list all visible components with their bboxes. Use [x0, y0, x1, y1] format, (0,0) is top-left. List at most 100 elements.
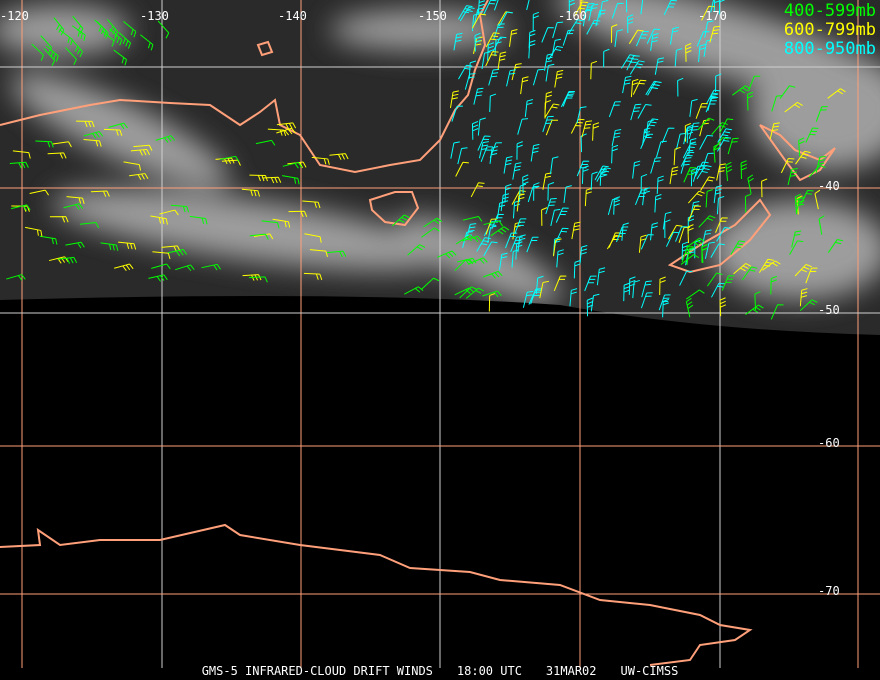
wind-barb: [249, 174, 268, 182]
wind-barb: [711, 122, 728, 136]
wind-barb: [511, 63, 522, 81]
wind-barb: [522, 290, 534, 308]
wind-barb: [632, 279, 640, 299]
wind-barb: [512, 162, 522, 180]
wind-barb: [43, 48, 56, 66]
wind-barb: [697, 117, 715, 131]
wind-barb: [159, 209, 179, 216]
wind-barb: [599, 0, 609, 18]
wind-barb: [545, 63, 555, 82]
wind-barb: [10, 204, 31, 211]
wind-barb: [72, 15, 84, 35]
new-zealand-south: [667, 198, 772, 274]
wind-barb: [498, 252, 508, 271]
wind-barb: [476, 237, 491, 252]
wind-barb: [94, 19, 107, 37]
wind-barb: [795, 150, 811, 165]
wind-barb: [673, 146, 681, 166]
wind-barb: [798, 137, 805, 157]
lat-label: -70: [818, 584, 840, 598]
wind-barb: [533, 182, 540, 201]
wind-barb: [517, 234, 526, 253]
wind-barb: [473, 87, 484, 105]
wind-barb: [771, 95, 783, 112]
wind-barb: [9, 161, 29, 169]
lon-label: -130: [140, 9, 169, 23]
wind-barb: [471, 120, 479, 140]
wind-barb: [700, 176, 715, 191]
wind-barb: [669, 26, 679, 45]
wind-barb: [407, 244, 426, 256]
wind-barb: [474, 32, 481, 52]
wind-barb: [482, 290, 502, 298]
wind-barb: [703, 39, 713, 57]
wind-barb: [616, 226, 629, 243]
wind-barb: [707, 272, 723, 287]
wind-barb: [550, 156, 559, 175]
tasmania-coastline: [368, 191, 420, 227]
wind-barb: [528, 40, 536, 59]
wind-barb: [221, 159, 241, 166]
wind-barb: [175, 264, 195, 271]
wind-barb: [489, 93, 497, 113]
wind-barb: [255, 139, 276, 146]
wind-barb: [741, 266, 758, 281]
wind-barb: [732, 85, 751, 96]
wind-barb: [664, 219, 671, 239]
wind-barb: [704, 241, 715, 259]
wind-barb: [508, 29, 518, 47]
wind-barb: [654, 57, 665, 75]
wind-barb: [665, 231, 680, 247]
source: UW-CIMSS: [620, 664, 679, 678]
wind-barb: [628, 29, 644, 44]
wind-barb: [241, 188, 260, 197]
wind-barb: [704, 20, 714, 38]
wind-barb: [740, 160, 748, 179]
wind-barb: [515, 241, 523, 260]
australia-coastline: [0, 0, 489, 174]
wind-barb: [123, 21, 137, 38]
wind-barb: [107, 19, 119, 38]
wind-barb: [554, 69, 564, 88]
legend-600-799: 600-799mb: [783, 20, 876, 40]
wind-barb: [719, 297, 727, 317]
wind-barb: [637, 103, 652, 119]
wind-barb: [696, 31, 710, 47]
wind-barb: [630, 103, 642, 121]
wind-barb: [815, 155, 826, 173]
wind-barb: [488, 292, 496, 312]
wind-barb: [483, 270, 503, 279]
wind-barb: [512, 200, 521, 219]
wind-barb: [49, 216, 69, 223]
wind-barb: [784, 101, 803, 113]
wind-barb: [818, 215, 825, 235]
wind-barb: [588, 3, 599, 22]
wind-barb: [483, 220, 504, 227]
wind-barb: [705, 189, 713, 208]
wind-barb: [25, 226, 43, 237]
wind-barb: [569, 288, 578, 307]
wind-barb: [721, 275, 735, 291]
wind-barb: [675, 226, 688, 242]
wind-barb: [547, 182, 555, 201]
wind-barb: [621, 222, 629, 241]
wind-barb: [542, 115, 554, 133]
wind-barb: [478, 141, 489, 159]
wind-barb: [526, 236, 539, 253]
wind-barb: [623, 282, 630, 302]
wind-barb: [548, 45, 563, 61]
wind-barb: [622, 75, 632, 94]
wind-barb: [39, 235, 58, 245]
pressure-legend: 400-599mb 600-799mb 800-950mb: [784, 2, 876, 59]
wind-barb: [462, 235, 482, 243]
wind-barb: [584, 275, 597, 292]
wind-barb: [689, 98, 698, 117]
wind-barb: [795, 196, 806, 215]
wind-barb: [468, 257, 488, 265]
wind-barb: [535, 275, 544, 294]
wind-barb: [791, 230, 802, 248]
wind-barb: [201, 263, 221, 271]
wind-barb: [288, 210, 308, 218]
